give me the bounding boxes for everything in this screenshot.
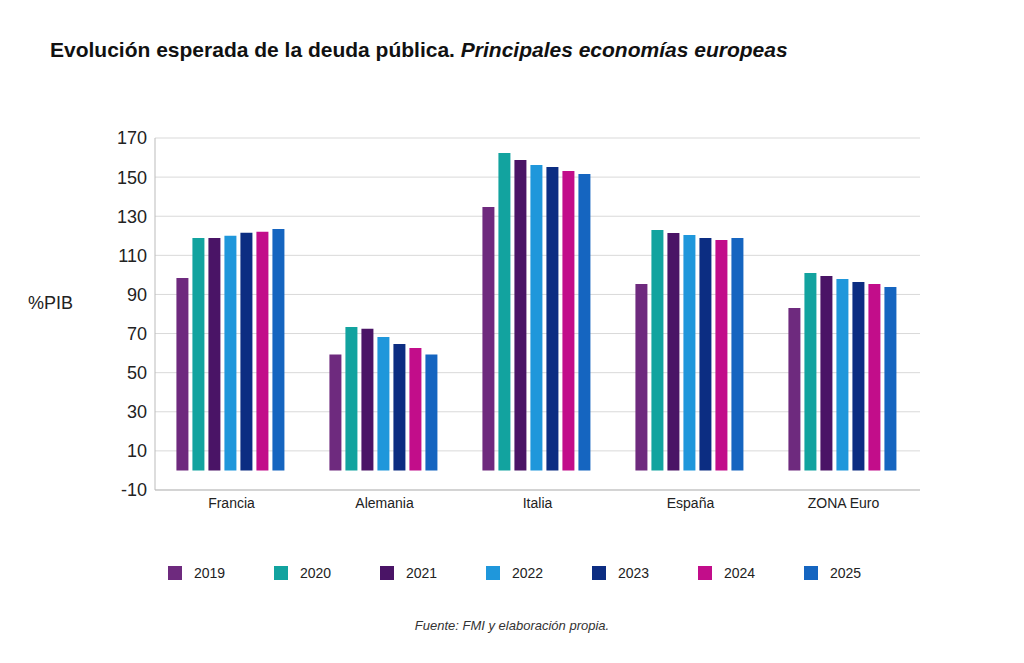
html-text:2024: 2024 xyxy=(724,565,756,581)
html-text:2025: 2025 xyxy=(830,565,862,581)
svg-text:70: 70 xyxy=(127,324,147,344)
svg-text:10: 10 xyxy=(127,441,147,461)
svg-text:50: 50 xyxy=(127,363,147,383)
svg-text:España: España xyxy=(667,495,715,511)
html-text:2021: 2021 xyxy=(406,565,438,581)
svg-text:ZONA Euro: ZONA Euro xyxy=(808,495,880,511)
svg-text:Francia: Francia xyxy=(208,495,255,511)
svg-text:150: 150 xyxy=(117,168,147,188)
svg-text:130: 130 xyxy=(117,207,147,227)
svg-text:-10: -10 xyxy=(121,480,147,500)
svg-text:110: 110 xyxy=(118,246,147,266)
svg-text:30: 30 xyxy=(127,402,147,422)
html-text:Evolución esperada de la deuda: Evolución esperada de la deuda pública. … xyxy=(50,38,788,61)
html-text:2022: 2022 xyxy=(512,565,544,581)
html-text:2019: 2019 xyxy=(194,565,226,581)
svg-text:Alemania: Alemania xyxy=(355,495,414,511)
html-text:2023: 2023 xyxy=(618,565,650,581)
html-text:%PIB: %PIB xyxy=(28,293,73,313)
html-text:2020: 2020 xyxy=(300,565,332,581)
svg-text:Italia: Italia xyxy=(523,495,553,511)
svg-text:90: 90 xyxy=(127,285,147,305)
svg-text:170: 170 xyxy=(117,128,147,148)
html-text:Fuente: FMI y elaboración prop: Fuente: FMI y elaboración propia. xyxy=(414,618,610,633)
